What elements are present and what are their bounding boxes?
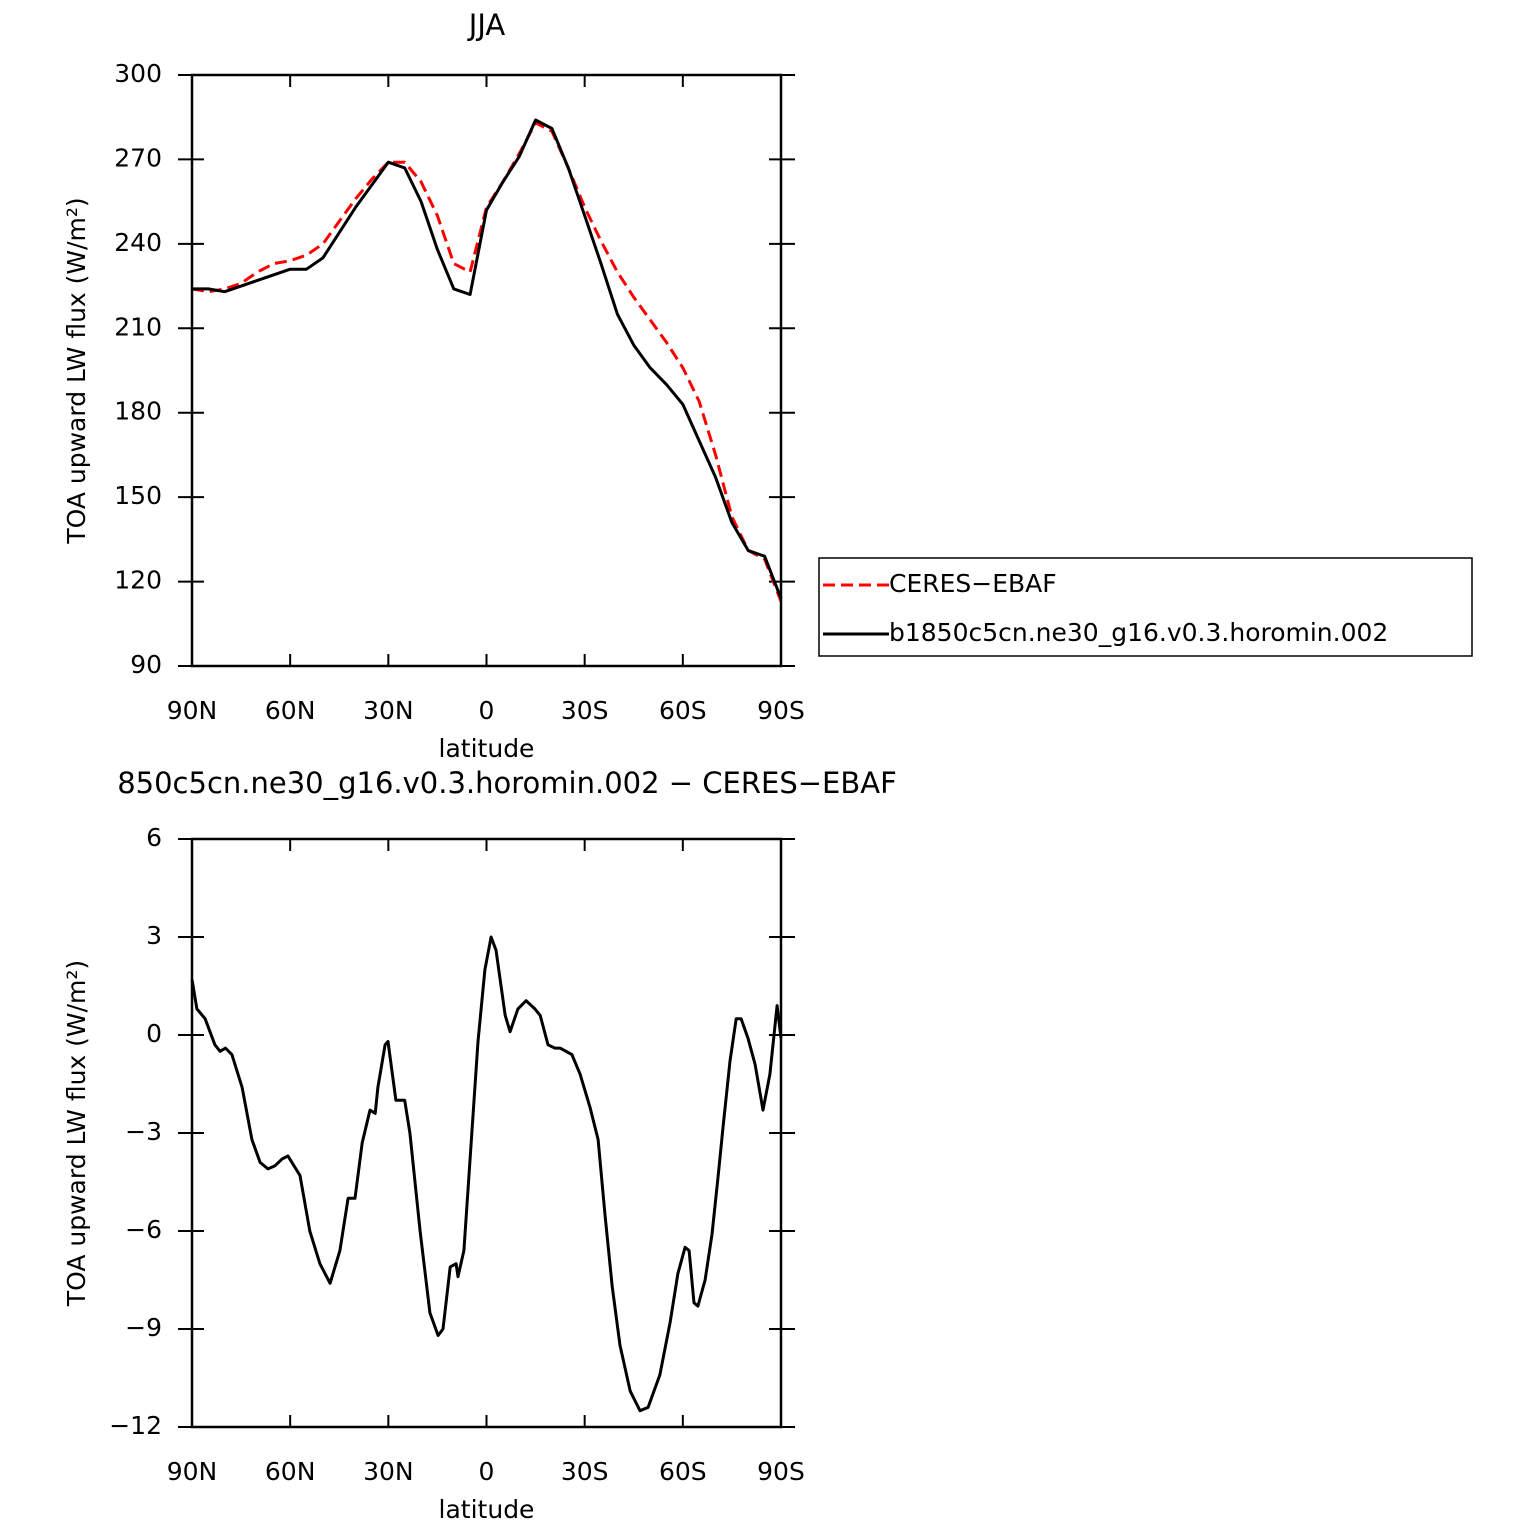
x-axis-label: latitude bbox=[439, 1495, 535, 1524]
y-tick-label: 3 bbox=[146, 921, 162, 950]
plot-frame bbox=[190, 837, 783, 1429]
chart-title: 850c5cn.ne30_g16.v0.3.horomin.002 − CERE… bbox=[117, 766, 897, 800]
x-tick-label: 90N bbox=[167, 1457, 218, 1486]
x-tick-label: 60N bbox=[265, 1457, 316, 1486]
x-tick-label: 90S bbox=[757, 696, 805, 725]
legend-box bbox=[818, 557, 1473, 657]
chart-title: JJA bbox=[467, 8, 506, 42]
y-tick-label: 240 bbox=[114, 228, 162, 257]
x-tick-label: 60S bbox=[659, 1457, 707, 1486]
y-tick-label: −12 bbox=[109, 1411, 162, 1440]
y-tick-label: 270 bbox=[114, 143, 162, 172]
x-tick-label: 0 bbox=[479, 1457, 495, 1486]
y-tick-label: 0 bbox=[146, 1019, 162, 1048]
legend-label: b1850c5cn.ne30_g16.v0.3.horomin.002 bbox=[889, 618, 1388, 647]
x-tick-label: 90N bbox=[167, 696, 218, 725]
y-tick-label: −9 bbox=[125, 1313, 162, 1342]
y-axis-label: TOA upward LW flux (W/m²) bbox=[62, 960, 91, 1307]
data-line bbox=[190, 935, 783, 1413]
data-line bbox=[191, 121, 783, 602]
y-tick-label: −3 bbox=[125, 1117, 162, 1146]
y-tick-label: 210 bbox=[114, 312, 162, 341]
y-tick-label: 6 bbox=[146, 823, 162, 852]
x-tick-label: 0 bbox=[479, 696, 495, 725]
x-tick-label: 60S bbox=[659, 696, 707, 725]
x-tick-label: 30N bbox=[363, 696, 414, 725]
x-tick-label: 30S bbox=[561, 1457, 609, 1486]
y-tick-label: −6 bbox=[125, 1215, 162, 1244]
legend-label: CERES−EBAF bbox=[889, 569, 1057, 598]
y-axis-label: TOA upward LW flux (W/m²) bbox=[62, 197, 91, 544]
y-tick-label: 180 bbox=[114, 397, 162, 426]
x-tick-label: 60N bbox=[265, 696, 316, 725]
data-line bbox=[192, 118, 783, 600]
y-tick-label: 90 bbox=[130, 650, 162, 679]
y-tick-label: 120 bbox=[114, 566, 162, 595]
y-tick-label: 300 bbox=[114, 59, 162, 88]
y-tick-label: 150 bbox=[114, 481, 162, 510]
x-tick-label: 30N bbox=[363, 1457, 414, 1486]
x-tick-label: 90S bbox=[757, 1457, 805, 1486]
plot-frame bbox=[190, 73, 783, 668]
x-axis-label: latitude bbox=[439, 734, 535, 763]
x-tick-label: 30S bbox=[561, 696, 609, 725]
